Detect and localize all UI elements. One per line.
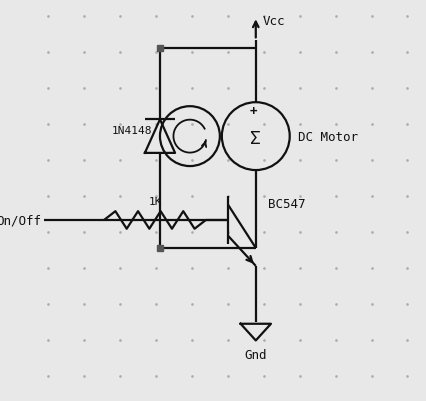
Text: On/Off: On/Off	[0, 214, 41, 227]
Text: DC Motor: DC Motor	[298, 130, 358, 143]
Text: 1K: 1K	[148, 196, 162, 207]
Text: 1N4148: 1N4148	[112, 126, 152, 136]
Text: BC547: BC547	[268, 198, 305, 211]
Text: Σ: Σ	[250, 130, 261, 148]
Text: Vcc: Vcc	[263, 15, 285, 28]
Text: +: +	[250, 105, 258, 118]
Text: Gnd: Gnd	[245, 348, 267, 361]
